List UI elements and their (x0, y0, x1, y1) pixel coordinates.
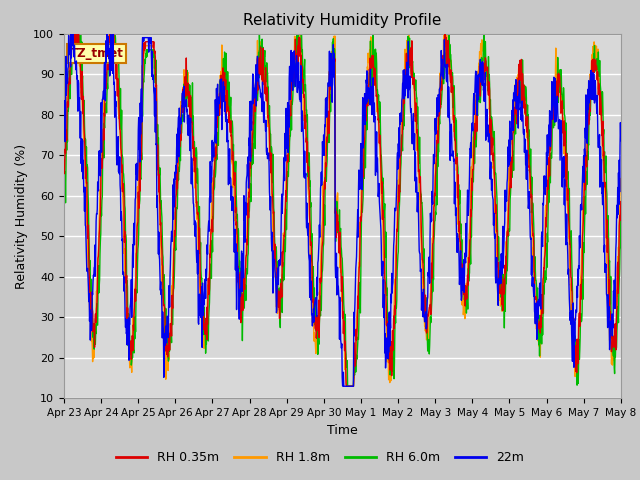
Legend: RH 0.35m, RH 1.8m, RH 6.0m, 22m: RH 0.35m, RH 1.8m, RH 6.0m, 22m (111, 446, 529, 469)
Title: Relativity Humidity Profile: Relativity Humidity Profile (243, 13, 442, 28)
X-axis label: Time: Time (327, 424, 358, 437)
Y-axis label: Relativity Humidity (%): Relativity Humidity (%) (15, 144, 28, 288)
Text: TZ_tmet: TZ_tmet (70, 48, 124, 60)
